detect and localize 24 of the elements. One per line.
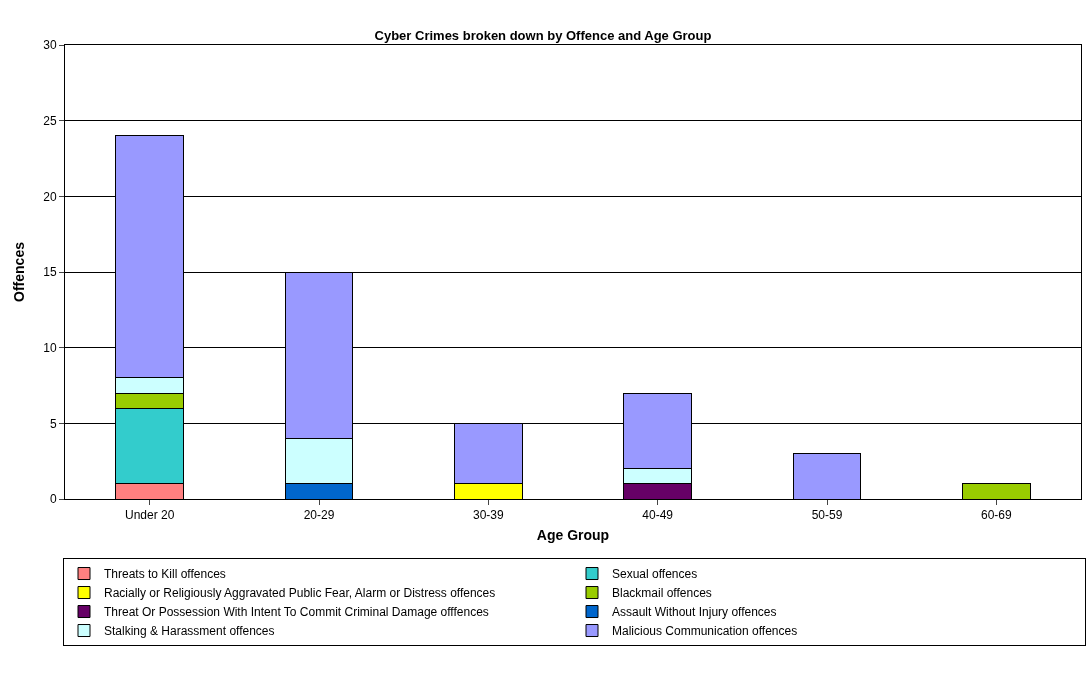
y-tick-label: 10 xyxy=(43,340,57,355)
x-tick-label: 60-69 xyxy=(980,508,1012,523)
y-tick-label: 30 xyxy=(43,38,57,53)
legend-label: Racially or Religiously Aggravated Public Fear, Alarm or Distress offences xyxy=(104,586,496,601)
legend-label: Sexual offences xyxy=(612,567,698,582)
legend-label: Threats to Kill offences xyxy=(104,567,226,582)
x-tick-label: 20-29 xyxy=(303,508,335,523)
legend-label: Threat Or Possession With Intent To Commit Criminal Damage offfences xyxy=(104,605,489,620)
legend-label: Blackmail offences xyxy=(612,586,712,601)
y-tick-label: 25 xyxy=(43,113,57,128)
x-tick-label: 50-59 xyxy=(811,508,843,523)
x-tick-label: Under 20 xyxy=(124,508,175,523)
y-tick-label: 5 xyxy=(49,416,57,431)
chart-title: Cyber Crimes broken down by Offence and Age Group xyxy=(374,28,712,44)
x-axis-title: Age Group xyxy=(536,526,610,543)
y-tick-label: 0 xyxy=(49,492,57,507)
legend-label: Malicious Communication offences xyxy=(612,624,798,639)
legend-label: Stalking & Harassment offences xyxy=(104,624,275,639)
x-tick-label: 40-49 xyxy=(642,508,674,523)
legend-label: Assault Without Injury offences xyxy=(612,605,777,620)
x-tick-label: 30-39 xyxy=(472,508,504,523)
y-tick-label: 15 xyxy=(43,265,57,280)
y-axis-title: Offences xyxy=(10,241,27,302)
y-tick-label: 20 xyxy=(43,189,57,204)
